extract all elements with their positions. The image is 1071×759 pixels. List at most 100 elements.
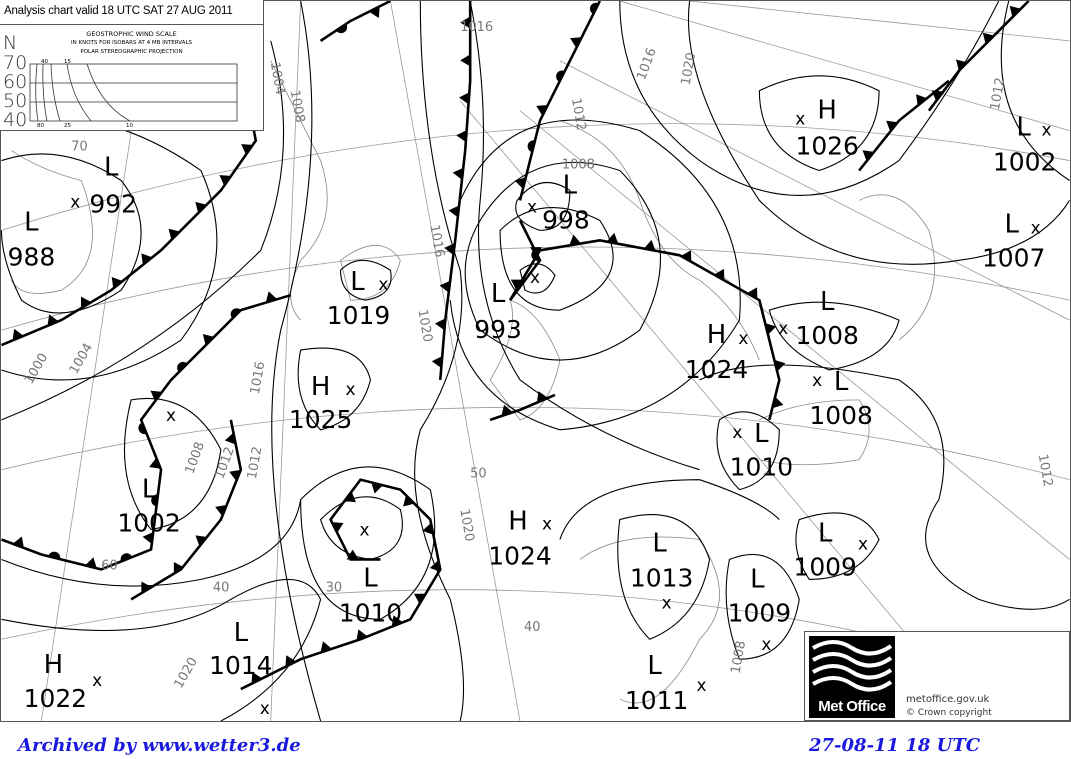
pressure-type: H — [44, 650, 63, 680]
cold-front-triangle-icon — [47, 314, 59, 326]
coastlines — [11, 60, 935, 704]
isobar-label: 1016 — [460, 20, 493, 35]
pressure-value: 1026 — [795, 132, 858, 161]
pressure-type: L — [754, 419, 769, 449]
cold-front-triangle-icon — [344, 491, 356, 503]
centre-cross-icon: x — [858, 533, 868, 553]
centre-cross-icon: x — [697, 675, 707, 695]
centre-cross-icon: x — [166, 405, 176, 425]
centre-cross-icon: x — [378, 274, 388, 294]
warm-front-semicircle-icon — [590, 2, 599, 15]
warm-front-semicircle-icon — [177, 361, 188, 373]
pressure-centre-low: L 1019 x — [327, 267, 390, 330]
cold-front-triangle-icon — [434, 318, 446, 331]
cold-front-triangle-icon — [422, 522, 434, 535]
met-office-logo: Met Office — [809, 636, 895, 718]
cold-front-triangle-icon — [141, 581, 152, 594]
pressure-type: L — [363, 563, 378, 593]
graticule-label: 30 — [326, 580, 342, 595]
isobar-label: 1012 — [988, 76, 1008, 111]
cold-front — [489, 393, 556, 422]
cold-front-triangle-icon — [862, 150, 875, 162]
pressure-type: L — [104, 153, 119, 183]
cold-front-triangle-icon — [111, 276, 123, 289]
scale-label: 40 — [41, 59, 48, 65]
pressure-type: L — [491, 279, 506, 309]
latitude-label: 40 — [3, 109, 28, 131]
pressure-centre-low: L 1002 x — [993, 113, 1056, 177]
centre-cross-icon: x — [1042, 120, 1052, 140]
cold-front-triangle-icon — [168, 228, 180, 240]
cold-front-triangle-icon — [956, 59, 968, 71]
cold-front-triangle-icon — [536, 105, 548, 116]
cold-front-triangle-icon — [643, 239, 656, 251]
pressure-value: 1008 — [795, 321, 858, 350]
cold-front-triangle-icon — [285, 655, 297, 667]
pressure-value: 993 — [474, 315, 522, 344]
cold-front-triangle-icon — [368, 6, 380, 18]
warm-front-semicircle-icon — [48, 551, 61, 560]
graticule-label: 60 — [101, 558, 117, 573]
cold-front-triangle-icon — [403, 495, 415, 507]
warm-front-semicircle-icon — [514, 279, 525, 291]
cold-front-triangle-icon — [772, 396, 784, 409]
pressure-centre-high: H 1025 x — [289, 372, 356, 434]
footer-timestamp: 27-08-11 18 UTC — [809, 735, 981, 756]
pressure-centre-low: L 1002 x — [117, 405, 180, 538]
pressure-value: 998 — [542, 205, 590, 234]
pressure-type: H — [311, 372, 330, 402]
cold-front-triangle-icon — [1009, 5, 1021, 18]
centre-cross-icon: x — [732, 422, 742, 442]
isobar-label: 1020 — [456, 508, 476, 543]
cold-front — [130, 419, 243, 601]
cold-front-triangle-icon — [85, 557, 97, 569]
warm-front-semicircle-icon — [531, 249, 540, 261]
pressure-centre-low: L 1010 x — [339, 520, 402, 628]
cold-front-triangle-icon — [429, 560, 441, 572]
pressure-type: L — [818, 518, 833, 548]
centre-cross-icon: x — [738, 328, 748, 348]
pressure-value: 1022 — [24, 684, 87, 713]
warm-front-semicircle-icon — [230, 308, 241, 319]
cold-front-triangle-icon — [215, 505, 227, 517]
cold-front — [508, 239, 781, 421]
centre-cross-icon: x — [92, 670, 102, 690]
pressure-centre-high: H 1026 x — [795, 96, 859, 161]
cold-front-triangle-icon — [195, 201, 207, 214]
latitude-label: 50 — [3, 90, 28, 112]
isobar-label: 1012 — [1035, 453, 1055, 488]
cold-front-triangle-icon — [142, 532, 154, 544]
archive-credit: Archived by www.wetter3.de — [18, 735, 301, 756]
isobar-label: 1000 — [22, 351, 51, 387]
cold-front-triangle-icon — [606, 232, 619, 244]
cold-front-triangle-icon — [458, 92, 470, 105]
cold-front-triangle-icon — [202, 334, 215, 346]
occluded-front — [319, 1, 391, 42]
pressure-value: 1011 — [625, 686, 688, 715]
cold-front-triangle-icon — [229, 469, 241, 481]
scale-label: 25 — [64, 123, 71, 129]
cold-front-triangle-icon — [460, 16, 471, 29]
centre-cross-icon: x — [527, 196, 537, 216]
cold-front-triangle-icon — [514, 177, 526, 189]
pressure-value: 988 — [8, 242, 56, 271]
cold-front-triangle-icon — [460, 54, 471, 67]
pressure-centre-low: L 1014 x — [209, 618, 272, 718]
cold-front-triangle-icon — [391, 615, 403, 627]
pressure-centre-low: L 1008 x — [809, 367, 872, 430]
pressure-value: 1010 — [339, 598, 402, 627]
centre-cross-icon: x — [795, 109, 805, 129]
centre-cross-icon: x — [260, 698, 270, 718]
pressure-value: 1010 — [730, 453, 793, 482]
wind-scale-subtitle: IN KNOTS FOR ISOBARS AT 4 MB INTERVALS — [70, 40, 192, 46]
cold-front-triangle-icon — [173, 562, 185, 574]
pressure-value: 1002 — [117, 509, 180, 538]
isobars — [1, 1, 1070, 721]
centre-cross-icon: x — [1031, 217, 1041, 237]
cold-front-triangle-icon — [80, 296, 92, 309]
isobar-label: 1020 — [171, 655, 200, 691]
isobar-label: 1016 — [248, 361, 268, 396]
